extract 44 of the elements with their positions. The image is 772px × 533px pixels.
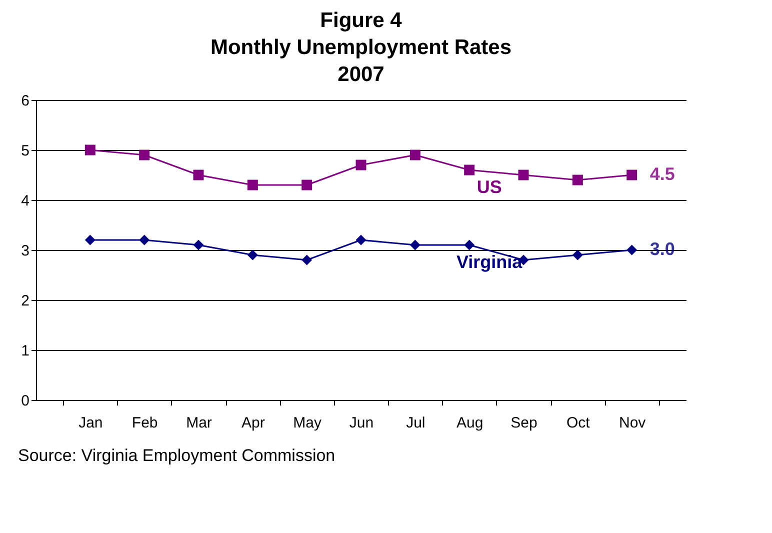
point [139,234,150,246]
point [302,180,312,190]
x-tick-label: Feb [132,414,158,432]
point [626,170,638,180]
point [193,170,204,180]
y-tick-label: 2 [21,292,30,310]
y-tick-label: 6 [21,92,30,110]
point [139,150,150,160]
x-tick-label: Apr [241,414,265,432]
point [572,174,583,186]
x-tick-label: Jan [78,414,103,432]
x-tick-label: Sep [510,414,538,432]
chart-title: Figure 4 Monthly Unemployment Rates 2007 [210,9,512,86]
x-tick-label: Aug [456,414,484,432]
y-tick-label: 3 [21,242,30,260]
point [84,144,96,156]
point [572,250,583,260]
y-tick-label: 4 [21,192,30,210]
x-tick-label: May [293,414,322,432]
point [193,240,204,250]
point [302,254,312,266]
point [247,180,258,190]
y-tick-label: 1 [21,342,30,360]
x-tick-label: Mar [186,414,212,432]
series-label: US [476,177,502,197]
point [464,240,475,250]
annotation: 4.5 [650,164,675,184]
source-note: Source: Virginia Employment Commission [18,446,336,466]
x-tick-label: Jun [349,414,374,432]
x-tick-label: Nov [618,414,646,432]
point [626,244,638,256]
y-tick-label: 5 [21,142,30,160]
point [464,164,475,176]
x-tick-label: Jul [406,414,426,432]
point [410,240,420,250]
point [84,234,96,246]
x-tick-label: Oct [566,414,591,432]
y-tick-label: 0 [21,392,30,410]
point [247,250,258,260]
series-label: Virginia [456,252,524,272]
point [356,160,366,170]
point [518,170,529,180]
point [356,234,366,246]
point [410,150,420,160]
